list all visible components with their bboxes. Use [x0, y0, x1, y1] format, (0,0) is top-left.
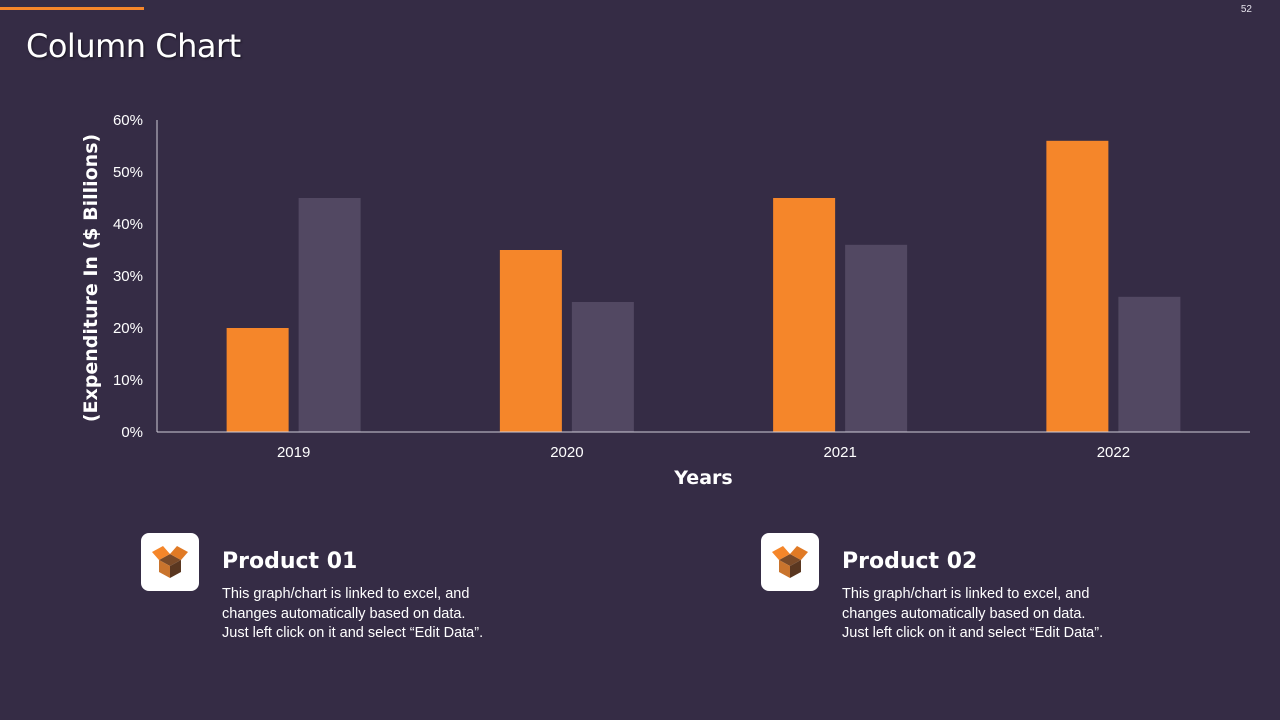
slide-title: Column Chart	[26, 27, 241, 65]
box-icon	[772, 546, 808, 578]
y-axis-ticks: 0% 10% 20% 30% 40% 50% 60%	[113, 112, 143, 441]
y-tick-label: 40%	[113, 216, 143, 233]
product-02-description: This graph/chart is linked to excel, and…	[842, 585, 1162, 644]
x-tick-label: 2020	[550, 444, 583, 461]
x-axis-title: Years	[673, 467, 732, 489]
x-tick-label: 2021	[823, 444, 856, 461]
y-tick-label: 0%	[121, 424, 143, 441]
y-tick-label: 50%	[113, 164, 143, 181]
column-chart[interactable]: 0% 10% 20% 30% 40% 50% 60% 2019 2020 2021 2022 Ye…	[0, 0, 1280, 500]
bar-product-01-2021	[773, 198, 836, 432]
product-01-title: Product 01	[222, 549, 358, 574]
product-01-description: This graph/chart is linked to excel, and…	[222, 585, 542, 644]
bar-product-02-2021	[845, 244, 908, 432]
product-01-line-3: Just left click on it and select “Edit D…	[222, 625, 484, 641]
product-01-icon-tile	[141, 533, 199, 591]
product-02-line-2: changes automatically based on data.	[842, 605, 1086, 622]
y-tick-label: 20%	[113, 320, 143, 337]
bar-product-02-2020	[571, 302, 634, 432]
product-01-line-2: changes automatically based on data.	[222, 605, 466, 622]
product-01-line-1: This graph/chart is linked to excel, and	[222, 586, 470, 602]
x-axis-ticks: 2019 2020 2021 2022	[277, 444, 1130, 461]
box-icon	[152, 546, 188, 578]
product-02-line-3: Just left click on it and select “Edit D…	[842, 625, 1104, 641]
chart-bars	[226, 140, 1181, 433]
page-number: 52	[1240, 4, 1252, 15]
bar-product-02-2022	[1118, 296, 1181, 432]
y-tick-label: 30%	[113, 268, 143, 285]
bar-product-02-2019	[298, 198, 361, 432]
y-tick-label: 10%	[113, 372, 143, 389]
bar-product-01-2022	[1046, 140, 1109, 433]
x-tick-label: 2022	[1097, 444, 1130, 461]
y-axis-title: (Expenditure In ($ Billions)	[80, 134, 102, 422]
bar-product-01-2019	[226, 328, 289, 432]
y-tick-label: 60%	[113, 112, 143, 129]
product-02-line-1: This graph/chart is linked to excel, and	[842, 586, 1090, 602]
product-02-icon-tile	[761, 533, 819, 591]
product-02-title: Product 02	[842, 549, 978, 574]
x-tick-label: 2019	[277, 444, 310, 461]
bar-product-01-2020	[499, 250, 562, 432]
accent-line	[0, 7, 144, 10]
